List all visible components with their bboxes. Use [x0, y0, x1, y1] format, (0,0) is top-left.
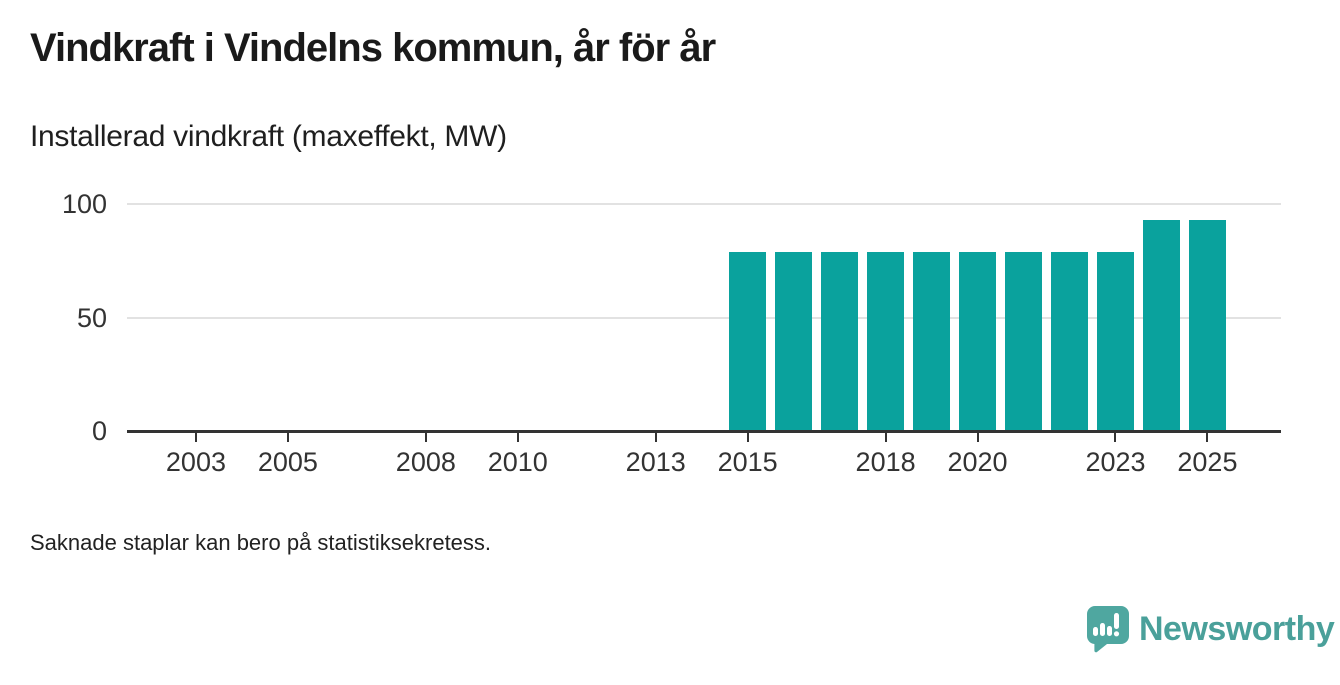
bar: [867, 251, 905, 431]
x-tick-mark: [746, 433, 749, 442]
brand-wordmark: Newsworthy: [1139, 609, 1335, 648]
x-tick-mark: [884, 433, 887, 442]
x-tick-mark: [1114, 433, 1117, 442]
bar: [821, 251, 859, 431]
bar: [729, 251, 767, 431]
x-tick-mark: [654, 433, 657, 442]
x-tick-mark: [194, 433, 197, 442]
footnote: Saknade staplar kan bero på statistiksek…: [30, 530, 492, 555]
x-axis-line: [127, 430, 1281, 433]
x-tick-label: 2023: [1085, 447, 1146, 477]
x-tick-mark: [424, 433, 427, 442]
x-tick-label: 2010: [487, 447, 548, 477]
bar: [1051, 251, 1088, 431]
bar: [1188, 219, 1226, 431]
x-tick-label: 2025: [1177, 447, 1238, 477]
x-tick-label: 2013: [625, 447, 686, 477]
y-tick-label: 50: [76, 302, 107, 333]
bar: [913, 251, 951, 431]
chart-title: Vindkraft i Vindelns kommun, år för år: [30, 26, 716, 70]
y-tick-label: 0: [91, 416, 107, 446]
x-tick-label: 2005: [257, 447, 318, 477]
x-tick-mark: [286, 433, 289, 442]
x-tick-label: 2020: [947, 447, 1008, 477]
x-tick-mark: [976, 433, 979, 442]
gridline: [127, 316, 1281, 319]
bar: [959, 251, 997, 431]
x-tick-label: 2018: [855, 447, 916, 477]
x-tick-mark: [516, 433, 519, 442]
bar: [1096, 251, 1134, 431]
brand-logo: Newsworthy: [1084, 605, 1335, 653]
bar: [1005, 251, 1043, 431]
x-tick-label: 2003: [165, 447, 226, 477]
bar-chart-plot: 0 50 100 2003 2005 2008 2010 2013 2015 2018 2020 20…: [61, 189, 1281, 477]
bar: [775, 251, 813, 431]
x-tick-label: 2008: [395, 447, 456, 477]
gridline: [127, 203, 1281, 205]
x-tick-mark: [1206, 433, 1209, 442]
bar: [1142, 219, 1180, 431]
x-tick-label: 2015: [717, 447, 778, 477]
y-tick-label: 100: [61, 189, 107, 219]
chart-subtitle: Installerad vindkraft (maxeffekt, MW): [30, 120, 507, 153]
newsworthy-bubble-chart-icon: [1087, 606, 1129, 653]
